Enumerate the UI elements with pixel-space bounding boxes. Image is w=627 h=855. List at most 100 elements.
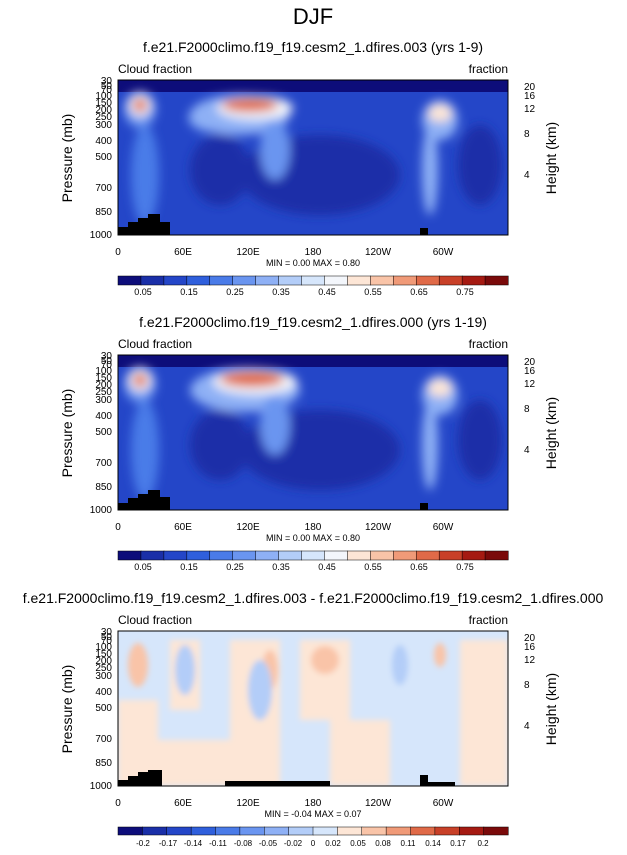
ytick-label: 30: [101, 351, 113, 362]
panel-3-ylabel: Pressure (mb): [59, 665, 75, 754]
colorbar-swatch: [347, 550, 371, 561]
colorbar-label: 0.75: [456, 562, 474, 572]
colorbar-label: 0.65: [410, 287, 428, 297]
rtick-label: 8: [524, 680, 530, 691]
ytick-label: 1000: [90, 505, 113, 516]
panel-2-right-ticks: 20 16 12 8 4: [524, 357, 536, 456]
panel-2-xticks: 0 60E 120E 180 120W 60W: [115, 522, 454, 533]
field-stratosphere: [118, 80, 508, 92]
ytick-label: 50: [101, 356, 113, 367]
panel-2-field: [118, 355, 508, 510]
colorbar-swatch: [264, 826, 290, 836]
panel-1-yticks: 30 50 70 100 150 200 250 300 400 500 700…: [90, 76, 113, 241]
colorbar-swatch: [393, 275, 417, 286]
colorbar-swatch: [209, 550, 234, 561]
colorbar-label: -0.2: [136, 839, 150, 848]
xtick-label: 180: [305, 798, 322, 809]
ytick-label: 200: [95, 105, 112, 116]
xtick-label: 0: [115, 247, 121, 258]
rtick-label: 16: [524, 91, 536, 102]
colorbar-swatch: [232, 550, 257, 561]
xtick-label: 0: [115, 522, 121, 533]
ytick-label: 150: [95, 98, 112, 109]
panel-2-title: f.e21.F2000climo.f19_f19.cesm2_1.dfires.…: [139, 314, 487, 330]
colorbar-label: 0.14: [425, 839, 441, 848]
colorbar-swatch: [385, 826, 412, 836]
colorbar-label: 0.05: [134, 287, 152, 297]
panel-2-left-label: Cloud fraction: [118, 337, 192, 351]
panel-1: f.e21.F2000climo.f19_f19.cesm2_1.dfires.…: [59, 39, 559, 297]
colorbar-label: 0.35: [272, 287, 290, 297]
panel-2-ylabel-right: Height (km): [543, 397, 559, 469]
xtick-label: 180: [305, 522, 322, 533]
rtick-label: 20: [524, 633, 536, 644]
ytick-label: 250: [95, 387, 112, 398]
panel-3: f.e21.F2000climo.f19_f19.cesm2_1.dfires.…: [23, 590, 604, 848]
ytick-label: 700: [95, 458, 112, 469]
xtick-label: 60W: [433, 247, 454, 258]
colorbar-swatch: [434, 826, 460, 836]
panel-2-stats: MIN = 0.00 MAX = 0.80: [266, 533, 360, 543]
colorbar-swatch: [166, 826, 192, 836]
ytick-label: 200: [95, 656, 112, 667]
panel-2-ylabel: Pressure (mb): [59, 389, 75, 478]
xtick-label: 60E: [174, 522, 192, 533]
colorbar-label: -0.17: [159, 839, 178, 848]
topography: [420, 775, 455, 786]
rtick-label: 4: [524, 721, 530, 732]
colorbar-swatch: [239, 826, 265, 836]
ytick-label: 100: [95, 91, 112, 102]
colorbar-label: -0.11: [209, 839, 227, 848]
colorbar-label: 0.15: [180, 287, 198, 297]
ytick-label: 30: [101, 627, 113, 638]
colorbar-swatch: [117, 826, 143, 836]
colorbar-swatch: [117, 275, 142, 286]
xtick-label: 120E: [236, 522, 260, 533]
topography: [420, 228, 428, 235]
colorbar-label: 0.45: [318, 287, 336, 297]
colorbar-swatch: [347, 275, 371, 286]
colorbar-label: -0.14: [184, 839, 203, 848]
rtick-label: 4: [524, 170, 530, 181]
ytick-label: 850: [95, 482, 112, 493]
panel-1-stats: MIN = 0.00 MAX = 0.80: [266, 258, 360, 268]
xtick-label: 120W: [365, 522, 392, 533]
ytick-label: 100: [95, 642, 112, 653]
colorbar-swatch: [255, 275, 280, 286]
colorbar-swatch: [438, 275, 463, 286]
colorbar-swatch: [142, 826, 168, 836]
panel-3-ylabel-right: Height (km): [543, 673, 559, 745]
topography: [118, 214, 170, 235]
colorbar-swatch: [484, 550, 509, 561]
colorbar-swatch: [312, 826, 338, 836]
panel-2: f.e21.F2000climo.f19_f19.cesm2_1.dfires.…: [59, 314, 559, 572]
xtick-label: 180: [305, 247, 322, 258]
colorbar-swatch: [140, 550, 165, 561]
xtick-label: 0: [115, 798, 121, 809]
ytick-label: 50: [101, 632, 113, 643]
ytick-label: 30: [101, 76, 113, 87]
colorbar-label: 0.75: [456, 287, 474, 297]
xtick-label: 60E: [174, 247, 192, 258]
panel-3-title: f.e21.F2000climo.f19_f19.cesm2_1.dfires.…: [23, 590, 604, 606]
colorbar-label: 0.55: [364, 287, 382, 297]
panel-1-ylabel-right: Height (km): [543, 122, 559, 194]
colorbar-swatch: [461, 275, 486, 286]
colorbar-label: 0.02: [325, 839, 341, 848]
topography: [420, 503, 428, 510]
colorbar-swatch: [288, 826, 314, 836]
colorbar-swatch: [361, 826, 387, 836]
rtick-label: 16: [524, 642, 536, 653]
xtick-label: 60W: [433, 798, 454, 809]
colorbar-label: 0.35: [272, 562, 290, 572]
panel-2-yticks: 30 50 70 100 150 200 250 300 400 500 700…: [90, 351, 113, 516]
colorbar-swatch: [186, 275, 211, 286]
panel-3-right-label: fraction: [469, 613, 508, 627]
rtick-label: 20: [524, 82, 536, 93]
colorbar-label: 0.05: [134, 562, 152, 572]
colorbar-swatch: [370, 550, 394, 561]
colorbar-swatch: [410, 826, 436, 836]
colorbar-label: -0.02: [284, 839, 303, 848]
ytick-label: 200: [95, 380, 112, 391]
panel-2-right-label: fraction: [469, 337, 508, 351]
